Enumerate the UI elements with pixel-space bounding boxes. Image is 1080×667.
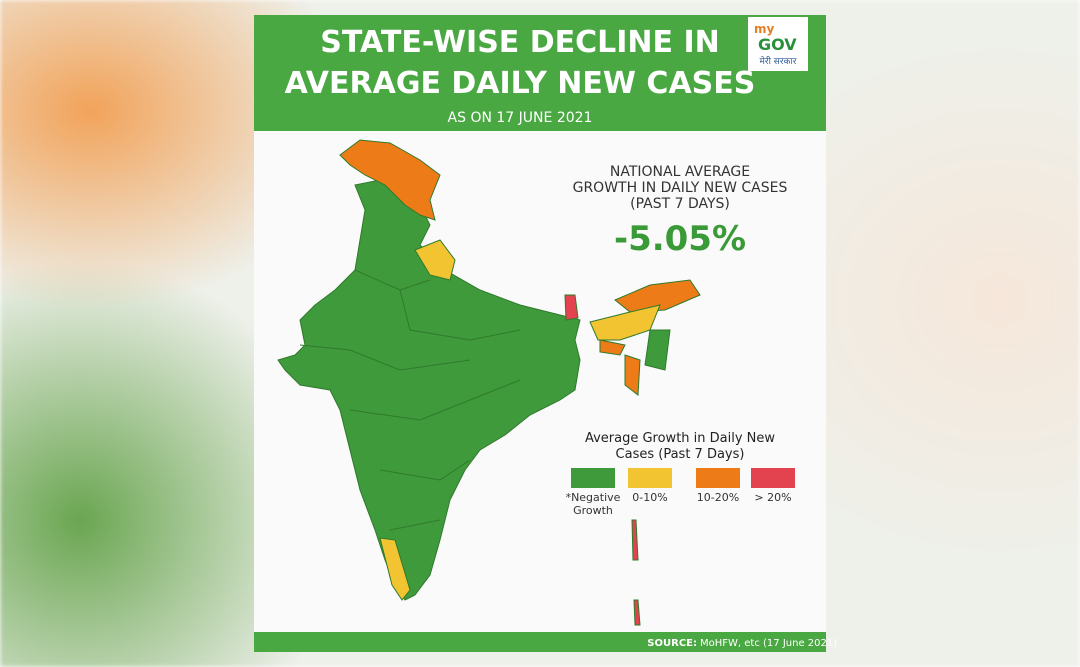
title: STATE-WISE DECLINE IN bbox=[320, 25, 720, 60]
state bbox=[414, 239, 456, 281]
legend-title: Cases (Past 7 Days) bbox=[616, 447, 745, 462]
title: AVERAGE DAILY NEW CASES bbox=[285, 66, 756, 101]
footer-band bbox=[254, 632, 826, 652]
national-value: -5.05% bbox=[614, 219, 746, 259]
logo-box bbox=[748, 17, 808, 71]
state bbox=[644, 329, 671, 371]
legend-title: Average Growth in Daily New bbox=[585, 431, 775, 446]
islands bbox=[631, 519, 641, 626]
state bbox=[277, 179, 581, 601]
logo-text: GOV bbox=[758, 35, 797, 54]
legend-label: 0-10% bbox=[632, 491, 667, 504]
logo-text: मेरी सरकार bbox=[760, 55, 797, 67]
legend-swatch bbox=[571, 468, 615, 488]
legend-swatch bbox=[696, 468, 740, 488]
national-label: NATIONAL AVERAGE bbox=[610, 164, 750, 180]
logo-text: my bbox=[754, 22, 775, 36]
legend-swatch bbox=[751, 468, 795, 488]
legend-label: 10-20% bbox=[697, 491, 739, 504]
state-border bbox=[299, 269, 521, 531]
state bbox=[624, 354, 641, 396]
legend-label: *Negative Growth bbox=[566, 491, 621, 517]
state bbox=[599, 339, 626, 356]
subtitle: AS ON 17 JUNE 2021 bbox=[448, 110, 593, 126]
state bbox=[379, 537, 411, 601]
legend: *Negative Growth 0-10% 10-20% > 20% bbox=[566, 468, 795, 517]
state bbox=[339, 139, 441, 221]
header-band bbox=[254, 15, 826, 131]
national-label: (PAST 7 DAYS) bbox=[630, 196, 730, 212]
legend-label: > 20% bbox=[754, 491, 791, 504]
source-label: SOURCE: bbox=[647, 638, 697, 649]
source-text: MoHFW, etc (17 June 2021) bbox=[700, 638, 837, 649]
national-label: GROWTH IN DAILY NEW CASES bbox=[573, 180, 788, 196]
map bbox=[277, 139, 701, 626]
state bbox=[564, 294, 579, 321]
legend-swatch bbox=[628, 468, 672, 488]
